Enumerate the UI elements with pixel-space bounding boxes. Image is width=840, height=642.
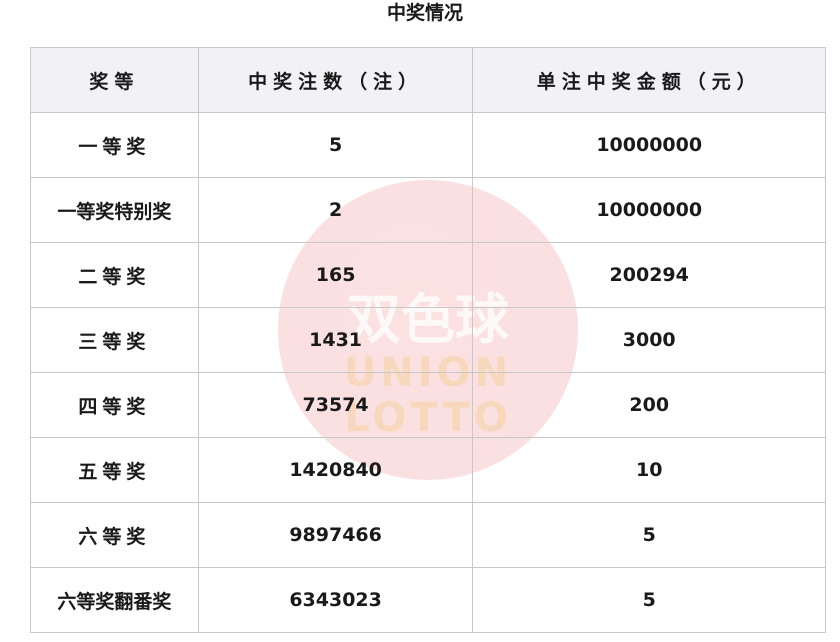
cell-level: 三等奖: [30, 307, 199, 373]
cell-count: 1431: [197, 307, 474, 373]
table-row: 三等奖 1431 3000: [30, 307, 826, 373]
table-row: 一等奖特别奖 2 10000000: [30, 177, 826, 243]
table-row: 六等奖翻番奖 6343023 5: [30, 567, 826, 633]
cell-level: 一等奖: [30, 112, 199, 178]
table-row: 五等奖 1420840 10: [30, 437, 826, 503]
table-row: 一等奖 5 10000000: [30, 112, 826, 178]
cell-count: 2: [197, 177, 474, 243]
cell-level: 四等奖: [30, 372, 199, 438]
cell-amount: 5: [472, 502, 826, 568]
table-row: 四等奖 73574 200: [30, 372, 826, 438]
cell-count: 165: [197, 242, 474, 308]
page-title: 中奖情况: [386, 2, 463, 24]
cell-amount: 200: [472, 372, 826, 438]
cell-amount: 10: [472, 437, 826, 503]
cell-count: 1420840: [197, 437, 474, 503]
cell-count: 73574: [197, 372, 474, 438]
table-header: 奖等 中奖注数（注） 单注中奖金额（元）: [30, 47, 826, 113]
cell-level: 二等奖: [30, 242, 199, 308]
cell-amount: 10000000: [472, 177, 826, 243]
prize-table: 奖等 中奖注数（注） 单注中奖金额（元） 一等奖 5 10000000 一等奖特别奖 2…: [30, 47, 826, 633]
cell-level: 五等奖: [30, 437, 199, 503]
header-level: 奖等: [30, 47, 199, 113]
cell-amount: 10000000: [472, 112, 826, 178]
cell-level: 一等奖特别奖: [30, 177, 199, 243]
cell-amount: 5: [472, 567, 826, 633]
cell-amount: 3000: [472, 307, 826, 373]
cell-amount: 200294: [472, 242, 826, 308]
header-count: 中奖注数（注）: [197, 47, 474, 113]
cell-count: 5: [197, 112, 474, 178]
table-row: 六等奖 9897466 5: [30, 502, 826, 568]
header-amount: 单注中奖金额（元）: [472, 47, 826, 113]
cell-count: 6343023: [197, 567, 474, 633]
cell-level: 六等奖翻番奖: [30, 567, 199, 633]
cell-level: 六等奖: [30, 502, 199, 568]
table-row: 二等奖 165 200294: [30, 242, 826, 308]
cell-count: 9897466: [197, 502, 474, 568]
